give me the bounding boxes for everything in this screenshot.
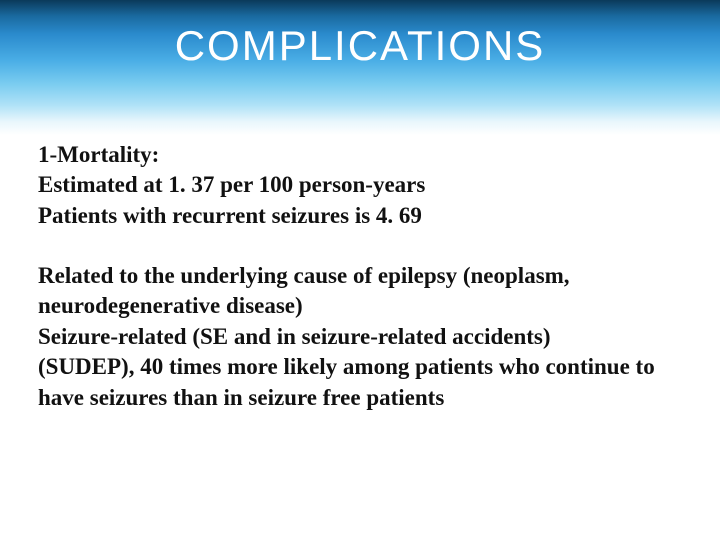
body-line-3: Patients with recurrent seizures is 4. 6… [38,201,682,231]
slide-title: COMPLICATIONS [0,22,720,70]
slide-body: 1-Mortality: Estimated at 1. 37 per 100 … [38,140,682,413]
body-line-5: Seizure-related (SE and in seizure-relat… [38,322,682,352]
body-line-4: Related to the underlying cause of epile… [38,261,682,322]
body-line-1: 1-Mortality: [38,140,682,170]
slide: COMPLICATIONS 1-Mortality: Estimated at … [0,0,720,540]
body-line-6: (SUDEP), 40 times more likely among pati… [38,352,682,413]
body-line-2: Estimated at 1. 37 per 100 person-years [38,170,682,200]
